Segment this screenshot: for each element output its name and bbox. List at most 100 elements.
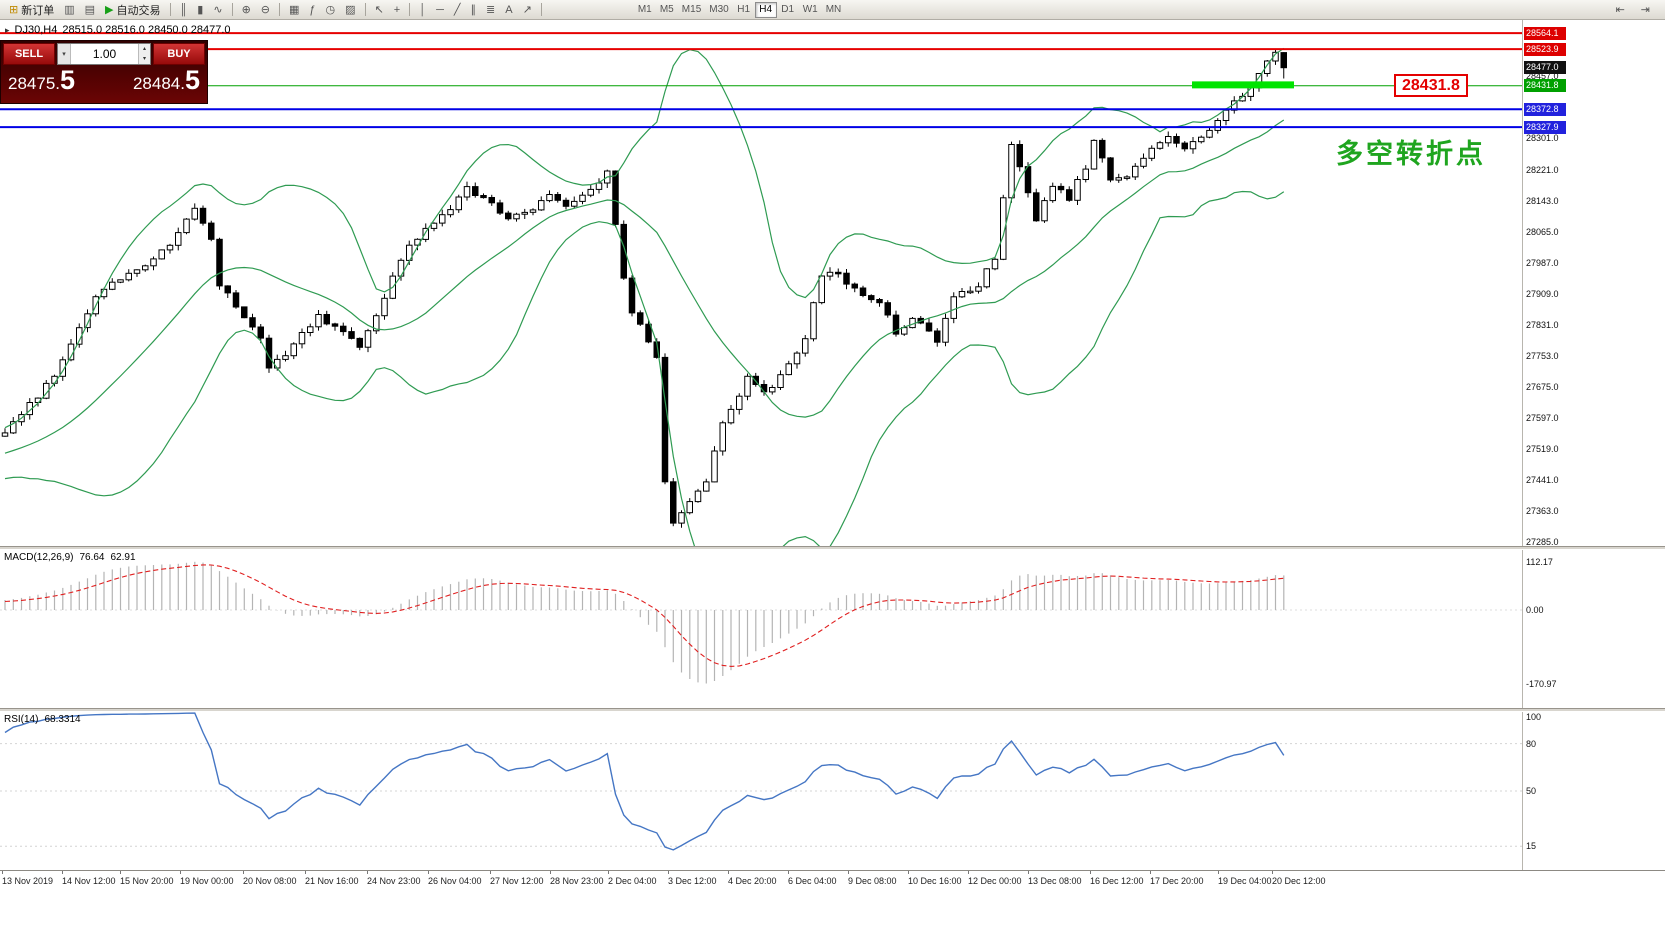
macd-histogram	[4, 561, 1285, 684]
new-order-button[interactable]: ⊞ 新订单	[4, 1, 59, 18]
rsi-label-row: RSI(14) 68.3314	[4, 714, 81, 725]
main-price-axis[interactable]: 28457.0 28301.0 28221.0 28143.0 28065.0 27987…	[1522, 20, 1568, 547]
toolbar-separator	[169, 3, 171, 16]
price-axis-label: 27363.0	[1526, 506, 1559, 516]
panel-separator[interactable]	[0, 708, 1665, 712]
time-axis-tick	[243, 871, 244, 874]
chart-window-icon[interactable]: ▥	[64, 3, 75, 16]
stepper-down-icon[interactable]: ▾	[139, 54, 150, 64]
time-axis-tick	[1218, 871, 1219, 874]
time-axis-tick	[1150, 871, 1151, 874]
macd-axis[interactable]: 112.17 0.00 -170.97	[1522, 550, 1568, 708]
time-axis-label: 4 Dec 20:00	[728, 876, 777, 886]
panel-separator[interactable]	[0, 546, 1665, 550]
time-axis-label: 28 Nov 23:00	[550, 876, 604, 886]
timeframe-m30[interactable]: M30	[709, 4, 729, 15]
volume-input[interactable]	[71, 44, 138, 64]
timeframe-d1[interactable]: D1	[781, 4, 795, 15]
channel-icon[interactable]: ∥	[470, 3, 477, 16]
price-tag[interactable]: 28431.8	[1394, 74, 1468, 97]
time-axis-label: 16 Dec 12:00	[1090, 876, 1144, 886]
rsi-chart[interactable]: RSI(14) 68.3314	[0, 712, 1522, 870]
time-axis-tick	[848, 871, 849, 874]
toolbar-right-group: ⇤ ⇥	[1611, 1, 1661, 18]
timeframe-m1[interactable]: M1	[637, 4, 652, 15]
time-axis-tick	[908, 871, 909, 874]
auto-scroll-icon[interactable]: ⇤	[1615, 3, 1625, 16]
timeframe-w1[interactable]: W1	[802, 4, 818, 15]
rsi-svg	[0, 712, 1522, 851]
volume-stepper[interactable]: ▴ ▾	[138, 44, 150, 64]
time-axis-tick	[968, 871, 969, 874]
timeframe-h4[interactable]: H4	[754, 1, 777, 18]
time-axis-tick	[120, 871, 121, 874]
macd-label: MACD(12,26,9)	[4, 552, 74, 563]
time-axis-tick	[1028, 871, 1029, 874]
sell-button[interactable]: SELL	[3, 43, 55, 65]
time-axis-tick	[1272, 871, 1273, 874]
timeframe-h1[interactable]: H1	[737, 4, 751, 15]
arrow-tool-icon[interactable]: ↗	[522, 3, 532, 16]
main-chart[interactable]: ▸ DJ30,H4 28515.0 28516.0 28450.0 28477.…	[0, 20, 1522, 546]
time-axis-label: 14 Nov 12:00	[62, 876, 116, 886]
price-lines	[0, 32, 1522, 129]
candlestick-chart-icon[interactable]: ▮	[197, 3, 204, 16]
zoom-in-icon[interactable]: ⊕	[241, 3, 251, 16]
templates-icon[interactable]: ▨	[345, 3, 356, 16]
time-axis-tick	[428, 871, 429, 874]
new-order-button-label: 新订单	[21, 4, 55, 17]
horizontal-line-icon[interactable]: ─	[436, 3, 444, 16]
time-axis-label: 12 Dec 00:00	[968, 876, 1022, 886]
periods-icon[interactable]: ◷	[325, 3, 336, 16]
rsi-axis-label: 15	[1526, 841, 1537, 852]
text-icon[interactable]: A	[505, 3, 513, 16]
price-axis-label: 27753.0	[1526, 350, 1559, 361]
stepper-up-icon[interactable]: ▴	[139, 44, 150, 54]
time-axis-tick	[62, 871, 63, 874]
bar-chart-icon[interactable]: ║	[179, 3, 188, 16]
vertical-line-icon[interactable]: │	[419, 3, 427, 16]
time-axis-tick	[728, 871, 729, 874]
crosshair-icon[interactable]: +	[393, 3, 401, 16]
line-chart-icon[interactable]: ∿	[213, 3, 223, 16]
timeframe-m5[interactable]: M5	[659, 4, 674, 15]
time-axis-label: 2 Dec 04:00	[608, 876, 657, 886]
price-line-label: 28523.9	[1524, 42, 1566, 56]
time-axis-tick	[180, 871, 181, 874]
cursor-icon[interactable]: ↖	[374, 3, 384, 16]
rsi-value: 68.3314	[44, 714, 81, 725]
rsi-axis-label: 50	[1526, 786, 1537, 796]
auto-trading-button[interactable]: ▶ 自动交易	[100, 1, 165, 18]
main-chart-svg	[0, 32, 1522, 546]
time-axis[interactable]: 13 Nov 2019 14 Nov 12:00 15 Nov 20:00 19 No…	[0, 870, 1665, 892]
macd-chart[interactable]: MACD(12,26,9) 76.64 62.91	[0, 550, 1522, 708]
macd-signal-line	[4, 564, 1284, 667]
chart-shift-icon[interactable]: ⇥	[1640, 3, 1650, 16]
market-watch-icon[interactable]: ▤	[84, 3, 96, 16]
price-axis-label: 27831.0	[1526, 319, 1559, 330]
time-axis-tick	[305, 871, 306, 874]
fibonacci-icon[interactable]: ≣	[486, 3, 496, 16]
tile-windows-icon[interactable]: ▦	[289, 3, 300, 16]
price-line-label: 28431.8	[1524, 79, 1566, 93]
time-axis-label: 20 Nov 08:00	[243, 876, 297, 886]
timeframe-m15[interactable]: M15	[681, 4, 702, 15]
price-axis-label: 27519.0	[1526, 443, 1559, 454]
indicators-icon[interactable]: ƒ	[309, 3, 316, 16]
price-axis-label: 28457.0	[1526, 70, 1559, 81]
rsi-axis[interactable]: 100 80 50 15	[1522, 712, 1568, 870]
buy-button[interactable]: BUY	[153, 43, 205, 65]
time-axis-tick	[608, 871, 609, 874]
price-axis-label: 28221.0	[1526, 164, 1559, 175]
zoom-out-icon[interactable]: ⊖	[260, 3, 271, 16]
toolbar-separator	[409, 3, 411, 16]
timeframe-mn[interactable]: MN	[825, 4, 842, 15]
volume-dropdown-icon[interactable]: ▾	[58, 44, 71, 64]
toolbar-separator	[231, 3, 233, 16]
price-axis-label: 28143.0	[1526, 195, 1559, 206]
time-axis-label: 15 Nov 20:00	[120, 876, 174, 886]
trendline-icon[interactable]: ╱	[453, 3, 461, 16]
time-axis-label: 3 Dec 12:00	[668, 876, 717, 886]
one-click-trading-panel: SELL ▾ ▴ ▾ BUY 28475.5 28484.5	[0, 40, 208, 104]
